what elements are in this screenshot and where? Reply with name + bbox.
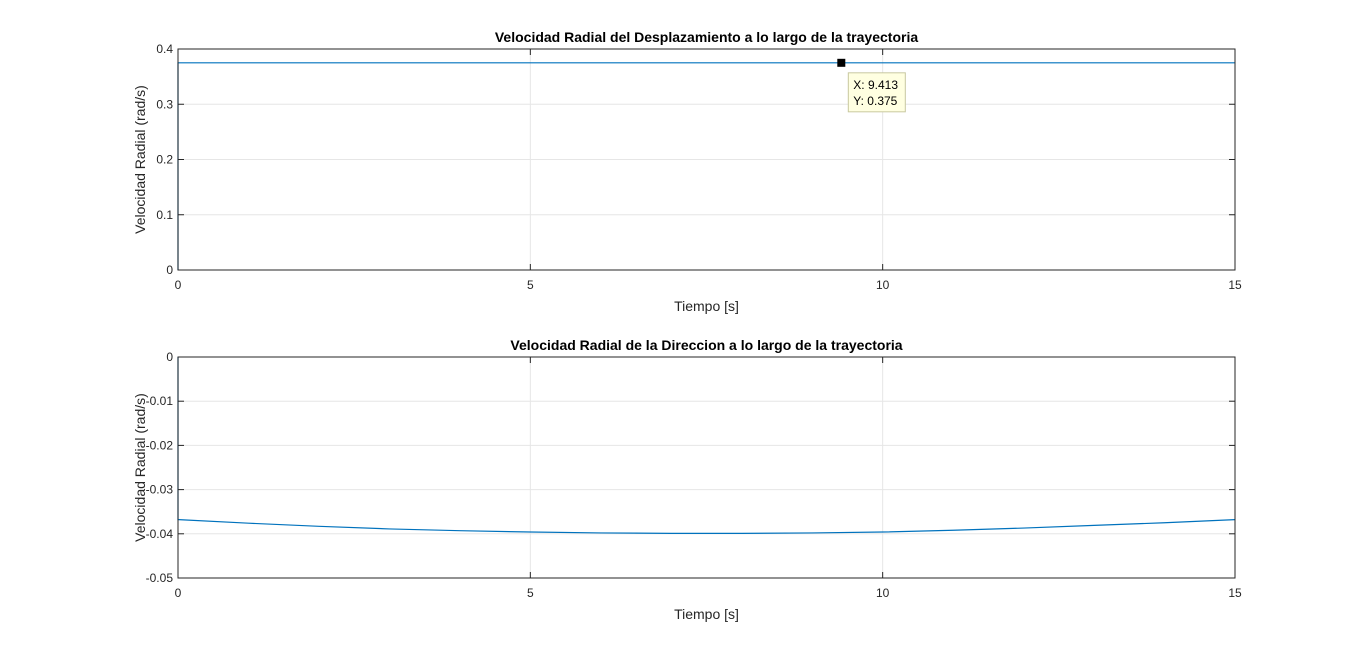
x-tick-label: 15: [1228, 586, 1242, 600]
x-tick-label: 15: [1228, 278, 1242, 292]
datatip[interactable]: X: 9.413 Y: 0.375: [837, 58, 906, 113]
y-tick-label: 0.1: [156, 208, 173, 222]
axes-box: [177, 356, 1236, 579]
y-axis-label: Velocidad Radial (rad/s): [132, 393, 148, 542]
x-tick-label: 10: [876, 586, 890, 600]
tick-marks: [177, 356, 1236, 579]
x-tick-label: 5: [527, 586, 534, 600]
x-axis-label: Tiempo [s]: [674, 298, 739, 314]
axes-top[interactable]: 0 5 10 15 0 0.1 0.2 0.3 0.4 Velocidad Radial del…: [132, 29, 1242, 314]
x-tick-label: 0: [175, 278, 182, 292]
y-tick-label: 0.4: [156, 42, 173, 56]
y-tick-label: -0.04: [146, 527, 174, 541]
datatip-x-label: X: 9.413: [853, 78, 898, 92]
series-line[interactable]: [177, 357, 1236, 534]
y-tick-label: 0: [166, 263, 173, 277]
y-tick-label: -0.03: [146, 483, 174, 497]
axes-bottom[interactable]: 0 5 10 15 0 -0.01 -0.02 -0.03 -0.04 -0.05 Velocid…: [132, 337, 1242, 622]
y-tick-label: 0.2: [156, 153, 173, 167]
y-tick-label: 0.3: [156, 97, 173, 111]
tick-marks: [177, 48, 1236, 271]
x-tick-label: 0: [175, 586, 182, 600]
series-lines: [177, 357, 1236, 534]
x-tick-label: 10: [876, 278, 890, 292]
chart-title: Velocidad Radial de la Direccion a lo la…: [510, 337, 902, 353]
tick-labels: 0 5 10 15 0 0.1 0.2 0.3 0.4: [156, 42, 1242, 292]
x-axis-label: Tiempo [s]: [674, 606, 739, 622]
datatip-box: [847, 72, 906, 113]
y-axis-label: Velocidad Radial (rad/s): [132, 85, 148, 234]
datatip-y-label: Y: 0.375: [853, 94, 897, 108]
chart-title: Velocidad Radial del Desplazamiento a lo…: [495, 29, 918, 45]
y-tick-label: -0.01: [146, 394, 174, 408]
datatip-marker[interactable]: [837, 58, 846, 67]
x-tick-label: 5: [527, 278, 534, 292]
y-tick-label: -0.05: [146, 571, 174, 585]
y-tick-label: 0: [166, 350, 173, 364]
tick-labels: 0 5 10 15 0 -0.01 -0.02 -0.03 -0.04 -0.05: [146, 350, 1242, 600]
plot-area[interactable]: [178, 357, 1235, 578]
y-tick-label: -0.02: [146, 438, 174, 452]
